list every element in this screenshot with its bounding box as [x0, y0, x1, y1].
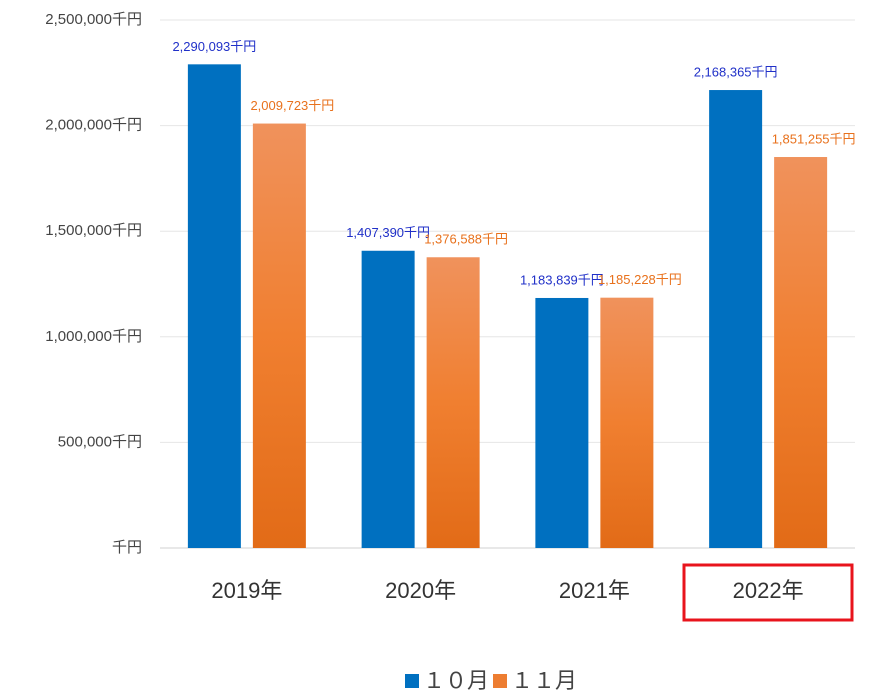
value-label: 2,290,093千円 [172, 39, 256, 54]
x-tick-label: 2022年 [733, 578, 804, 603]
y-tick-label: 千円 [112, 539, 142, 556]
value-label: 2,168,365千円 [694, 64, 778, 79]
bar [252, 123, 306, 548]
highlight-box [682, 563, 854, 622]
bar [426, 257, 480, 548]
bar [709, 90, 763, 548]
legend-swatch [405, 674, 419, 688]
y-tick-label: 2,000,000千円 [45, 117, 142, 134]
bar [361, 250, 415, 549]
bar [774, 157, 828, 548]
value-label: 1,407,390千円 [346, 225, 430, 240]
value-label: 1,851,255千円 [772, 131, 856, 146]
value-label: 1,376,588千円 [424, 232, 508, 247]
value-label: 1,185,228千円 [598, 272, 682, 287]
legend-swatch [493, 674, 507, 688]
value-label: 2,009,723千円 [250, 98, 334, 113]
y-tick-label: 1,000,000千円 [45, 328, 142, 345]
x-tick-label: 2021年 [559, 578, 630, 603]
y-tick-label: 500,000千円 [58, 433, 142, 450]
value-label: 1,183,839千円 [520, 272, 604, 287]
x-tick-label: 2019年 [211, 578, 282, 603]
x-tick-label: 2020年 [385, 578, 456, 603]
bar [535, 297, 589, 548]
legend-label: １０月 [423, 668, 489, 693]
y-tick-label: 1,500,000千円 [45, 222, 142, 239]
legend-label: １１月 [511, 668, 577, 693]
y-tick-label: 2,500,000千円 [45, 11, 142, 28]
bar [600, 297, 654, 548]
bar [187, 64, 241, 548]
